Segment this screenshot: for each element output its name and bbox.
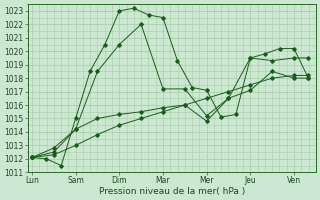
X-axis label: Pression niveau de la mer( hPa ): Pression niveau de la mer( hPa ) [99, 187, 245, 196]
